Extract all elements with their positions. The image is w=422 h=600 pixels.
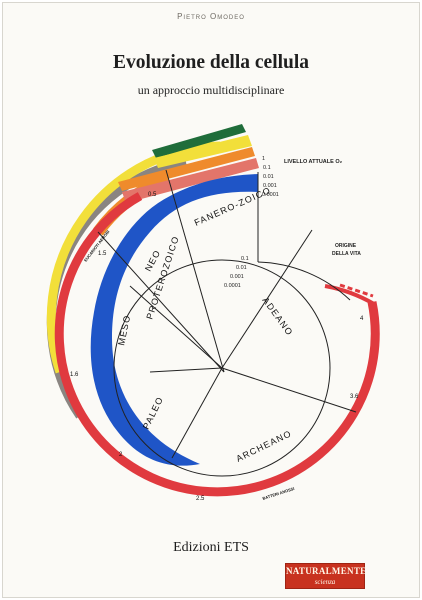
time-label-1: 0.5 (148, 192, 157, 198)
green-band (152, 124, 246, 158)
red-ring-right (324, 284, 376, 306)
blue-band (90, 174, 259, 466)
paleo-label: PALEO (141, 395, 165, 431)
book-title: Evoluzione della cellula (112, 52, 310, 73)
time-label-7: 2 (119, 452, 123, 458)
author-name: Pietro Omodeo (177, 12, 245, 21)
red-ring (54, 192, 380, 497)
origin-label-1: ORIGINE (335, 243, 357, 249)
salmon-band (122, 158, 259, 203)
time-label-3: 2.5 (196, 496, 205, 502)
scale-outer-3: 0.01 (263, 174, 274, 180)
scale-outer-2: 0.1 (263, 165, 271, 171)
scale-inner-2: 0.01 (236, 265, 247, 271)
scale-outer-1: 1 (262, 156, 265, 162)
time-label-6: 1.5 (98, 251, 107, 257)
archeano-label: ARCHEANO (234, 428, 293, 464)
series-logo: NATURALMENTE scienza (285, 563, 367, 589)
time-label-2: 1.6 (70, 372, 79, 378)
scale-inner-1: 0.1 (241, 256, 249, 262)
yellow-band (154, 135, 252, 168)
publisher: Edizioni ETS (173, 540, 249, 555)
level-label: LIVELLO ATTUALE O₂ (284, 159, 343, 165)
series-name: NATURALMENTE (286, 566, 367, 576)
adeano-label: ADEANO (260, 295, 295, 337)
meso-label: MESO (116, 314, 132, 347)
scale-outer-5: 0.0001 (262, 192, 279, 198)
orange-band (118, 147, 255, 191)
scale-inner-3: 0.001 (230, 274, 244, 280)
scale-outer-4: 0.001 (263, 183, 277, 189)
book-subtitle: un approccio multidisciplinare (137, 83, 285, 97)
scale-inner-4: 0.0001 (224, 283, 241, 289)
time-label-4: 3.6 (350, 394, 359, 400)
time-label-5: 4 (360, 316, 364, 322)
series-subtitle: scienza (314, 578, 336, 586)
origin-label-2: DELLA VITA (332, 251, 361, 257)
proterozoico-label: PROTEROZOICO (144, 234, 181, 320)
